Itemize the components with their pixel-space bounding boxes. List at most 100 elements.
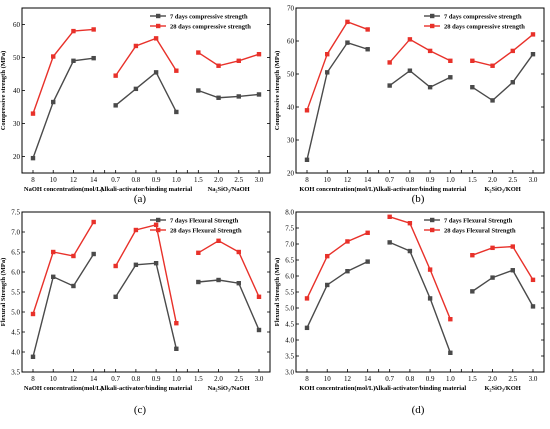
x-tick-label: 0.7 xyxy=(385,375,394,383)
data-point-7d xyxy=(174,109,179,115)
legend-label: 28 days compressive strength xyxy=(444,24,525,31)
x-tick-label: 1.5 xyxy=(194,176,203,184)
data-point-7d xyxy=(510,268,515,273)
y-tick-label: 4.0 xyxy=(11,349,20,357)
y-tick-label: 8.0 xyxy=(285,209,294,217)
data-point-28d xyxy=(387,60,392,65)
x-tick-label: 0.7 xyxy=(111,176,120,184)
x-tick-label: 1.5 xyxy=(468,375,477,383)
y-tick-label: 3.5 xyxy=(11,369,20,377)
data-point-7d xyxy=(304,157,310,162)
series-line-7d xyxy=(32,57,94,159)
series-line-28d xyxy=(115,223,178,324)
data-point-7d xyxy=(256,327,262,333)
data-point-7d xyxy=(174,346,179,351)
x-tick-label: 14 xyxy=(364,176,372,184)
x-tick-label: 2.5 xyxy=(234,176,243,184)
data-point-7d xyxy=(236,281,241,286)
x-tick-label: 3.0 xyxy=(529,176,538,184)
plot-frame xyxy=(295,7,545,174)
chart-panel-4: 3.0 3.5 4.0 4.5 5.0 5.5 6.0 6.5 7.0 7.5 8.0 Flexura… xyxy=(274,209,545,416)
data-point-28d xyxy=(91,219,96,225)
y-tick-label: 3.5 xyxy=(285,353,294,361)
legend-marker xyxy=(156,227,161,233)
series-line-28d xyxy=(306,21,368,111)
plot-frame xyxy=(21,211,271,373)
x-tick-label: 0.8 xyxy=(132,375,141,383)
x-tick-label: 12 xyxy=(344,375,352,383)
data-point-28d xyxy=(236,249,241,255)
y-tick-label: 60 xyxy=(287,38,295,46)
data-point-7d xyxy=(153,70,159,75)
data-point-28d xyxy=(365,230,370,235)
y-tick-label: 7.5 xyxy=(11,209,20,217)
data-point-7d xyxy=(216,277,221,283)
data-point-28d xyxy=(133,227,139,233)
y-tick-label: 7.0 xyxy=(285,241,294,249)
series-line-28d xyxy=(472,33,534,67)
legend-label: 28 days Flexural Strength xyxy=(170,228,242,235)
x-axis-label: Na₂SiO₃/NaOH xyxy=(208,186,250,193)
x-tick-label: 8 xyxy=(31,176,35,184)
data-point-28d xyxy=(113,263,118,269)
x-axis-label: Alkali-activator/binding material xyxy=(374,186,466,193)
data-point-28d xyxy=(345,19,350,25)
data-point-28d xyxy=(71,28,76,34)
y-tick-label: 40 xyxy=(13,87,21,95)
data-point-7d xyxy=(256,92,262,97)
data-point-7d xyxy=(91,55,96,61)
data-point-7d xyxy=(407,68,413,73)
panel-label: (a) xyxy=(134,193,147,205)
x-axis-label: Alkali-activator/binding material xyxy=(100,186,192,193)
data-point-7d xyxy=(448,75,453,80)
y-tick-label: 40 xyxy=(287,104,295,112)
data-point-7d xyxy=(325,282,330,288)
data-point-7d xyxy=(51,274,56,279)
legend-marker xyxy=(430,23,435,29)
data-point-28d xyxy=(236,58,241,63)
series-line-28d xyxy=(115,37,177,77)
y-tick-label: 4.5 xyxy=(285,321,294,329)
series-line-7d xyxy=(115,71,177,113)
legend-label: 28 days compressive strength xyxy=(170,24,251,31)
x-axis-label: NaOH concentration(mol/L) xyxy=(24,186,103,193)
data-point-7d xyxy=(51,99,56,105)
data-point-28d xyxy=(510,48,515,54)
x-tick-label: 8 xyxy=(305,375,309,383)
y-tick-label: 20 xyxy=(13,153,21,161)
x-axis-label: Alkali-activator/binding material xyxy=(100,385,192,392)
data-point-28d xyxy=(91,27,96,32)
data-point-28d xyxy=(387,214,392,219)
x-tick-label: 1.5 xyxy=(468,176,477,184)
legend-marker xyxy=(430,217,435,223)
data-point-28d xyxy=(530,277,536,283)
x-tick-label: 0.9 xyxy=(152,176,161,184)
data-point-7d xyxy=(387,83,392,88)
data-point-28d xyxy=(51,54,56,59)
data-point-7d xyxy=(113,294,118,299)
data-point-7d xyxy=(345,40,350,45)
data-point-7d xyxy=(490,98,495,103)
data-point-7d xyxy=(196,88,201,93)
x-tick-label: 14 xyxy=(364,375,372,383)
x-tick-label: 2.0 xyxy=(488,176,497,184)
legend-marker xyxy=(430,227,435,233)
data-point-28d xyxy=(174,321,179,326)
data-point-7d xyxy=(30,155,36,161)
series-line-7d xyxy=(471,269,534,307)
series-line-7d xyxy=(198,89,260,99)
plot-frame xyxy=(295,211,545,373)
data-point-28d xyxy=(196,250,201,255)
series-line-7d xyxy=(115,262,178,349)
data-point-7d xyxy=(530,304,536,309)
data-point-28d xyxy=(304,296,310,301)
data-point-7d xyxy=(530,52,536,57)
x-tick-label: 0.8 xyxy=(406,176,415,184)
x-axis-label: KOH concentration(mol/L) xyxy=(299,186,375,193)
x-tick-label: 2.5 xyxy=(234,375,243,383)
data-point-7d xyxy=(407,248,413,254)
x-tick-label: 0.9 xyxy=(426,375,435,383)
data-point-28d xyxy=(530,32,536,37)
data-point-28d xyxy=(196,50,201,55)
data-point-7d xyxy=(196,279,201,285)
